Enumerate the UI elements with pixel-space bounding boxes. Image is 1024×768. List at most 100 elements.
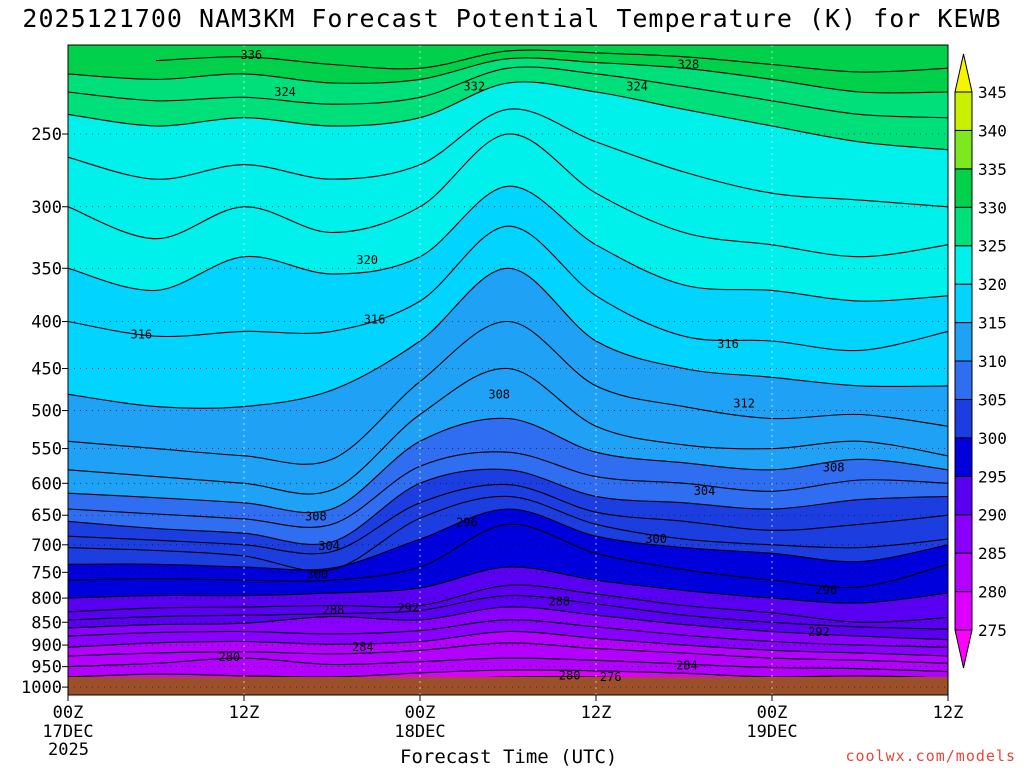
contour-line-328: [68, 57, 948, 94]
contour-line-316: [68, 225, 948, 352]
x-tick-label: 00Z: [405, 703, 436, 723]
x-tick-label: 00Z: [757, 703, 788, 723]
plot-frame: [67, 44, 949, 696]
colorbar-label: 285: [978, 544, 1007, 563]
contour-label: 332: [463, 80, 485, 94]
ground-surface: [68, 677, 948, 695]
contour-line-326: [68, 66, 948, 119]
colorbar-arrow-top: [954, 53, 973, 93]
chart-title: 2025121700 NAM3KM Forecast Potential Tem…: [22, 4, 1002, 33]
y-tick-label: 950: [31, 658, 62, 678]
colorbar-segment: [954, 475, 973, 516]
contour-label: 276: [600, 670, 622, 684]
contour-line-322: [68, 108, 948, 208]
contour-label: 288: [548, 595, 570, 609]
y-tick-label: 550: [31, 440, 62, 460]
colorbar-segment: [954, 168, 973, 208]
contour-line-300: [68, 495, 948, 572]
colorbar-segment: [954, 245, 973, 285]
y-tick-label: 500: [31, 402, 62, 422]
contour-label: 336: [240, 48, 262, 62]
contour-label: 316: [130, 327, 152, 341]
contour-label: 324: [626, 80, 648, 94]
y-tick-label: 900: [31, 636, 62, 656]
contour-lines: [68, 49, 948, 690]
colorbar-label: 325: [978, 237, 1007, 256]
contour-label: 280: [559, 668, 581, 682]
contour-label: 304: [694, 484, 716, 498]
contour-line-312: [68, 320, 948, 465]
contour-line-320: [68, 133, 948, 258]
contour-labels: 336 324 332 328 324 320 316 316 316 308 312 308 304 3…: [130, 48, 844, 684]
colorbar-label: 305: [978, 390, 1007, 409]
contour-line-286: [68, 619, 948, 648]
colorbar-segment: [954, 514, 973, 554]
contour-line-284: [68, 630, 948, 657]
colorbar-segment: [954, 591, 973, 631]
credit-link[interactable]: coolwx.com/models: [845, 747, 1016, 765]
colorbar-segment: [954, 129, 973, 170]
colorbar-label: 315: [978, 314, 1007, 333]
y-tick-label: 400: [31, 313, 62, 333]
contour-label: 292: [808, 625, 830, 639]
y-tick-label: 600: [31, 474, 62, 494]
contour-line-298: [68, 508, 948, 571]
contour-line-290: [68, 594, 948, 630]
colorbar-label: 290: [978, 506, 1007, 525]
x-axis-title: Forecast Time (UTC): [400, 746, 618, 768]
y-tick-label: 700: [31, 536, 62, 556]
x-tick-label: 12Z: [933, 703, 964, 723]
x-tick-date-label: 18DEC: [394, 722, 445, 742]
y-tick-label: 650: [31, 506, 62, 526]
contour-label: 292: [397, 601, 419, 615]
contour-label: 316: [717, 337, 739, 351]
colorbar-label: 330: [978, 198, 1007, 217]
contour-line-318: [68, 185, 948, 302]
x-tick-label: 12Z: [581, 703, 612, 723]
contour-label: 308: [488, 387, 510, 401]
colorbar-label: 340: [978, 121, 1007, 140]
y-tick-label: 250: [31, 125, 62, 145]
colorbar-label: 275: [978, 621, 1007, 640]
colorbar-segment: [954, 398, 973, 439]
colorbar-label: 300: [978, 429, 1007, 448]
year-label: 2025: [48, 740, 89, 760]
x-tick-label: 12Z: [229, 703, 260, 723]
contour-line-294: [68, 566, 948, 604]
y-tick-label: 350: [31, 259, 62, 279]
contour-label: 312: [733, 396, 755, 410]
x-tick-label: 00Z: [53, 703, 84, 723]
colorbar-segment: [954, 552, 973, 593]
y-tick-label: 850: [31, 613, 62, 633]
y-tick-label: 750: [31, 563, 62, 583]
contour-line-278: [68, 669, 948, 679]
contour-line-314: [68, 267, 948, 409]
colorbar-segment: [954, 206, 973, 247]
contour-label: 300: [306, 567, 328, 581]
contour-label: 308: [305, 509, 327, 523]
contour-line-304: [68, 468, 948, 545]
colorbar-segment: [954, 283, 973, 324]
contour-label: 284: [676, 658, 698, 672]
contour-line-332: [155, 49, 948, 73]
colorbar-label: 320: [978, 275, 1007, 294]
contour-line-280: [68, 657, 948, 673]
contour-label: 284: [352, 640, 374, 654]
colorbar-label: 295: [978, 467, 1007, 486]
contour-line-324: [68, 81, 948, 151]
y-axis: 250 300 350 400 450 500 550 600 650 700 750 800 850 9…: [21, 125, 68, 698]
colorbar-label: 335: [978, 160, 1007, 179]
contour-label: 280: [218, 650, 240, 664]
contour-label: 316: [364, 313, 386, 327]
contour-label: 288: [323, 603, 345, 617]
y-tick-label: 300: [31, 198, 62, 218]
contour-line-282: [68, 642, 948, 664]
contour-label: 300: [645, 532, 667, 546]
contour-label: 328: [678, 57, 700, 71]
contour-label: 324: [274, 85, 296, 99]
x-tick-date-label: 17DEC: [42, 722, 93, 742]
colorbar-label: 345: [978, 83, 1007, 102]
contour-line-308: [68, 417, 948, 514]
